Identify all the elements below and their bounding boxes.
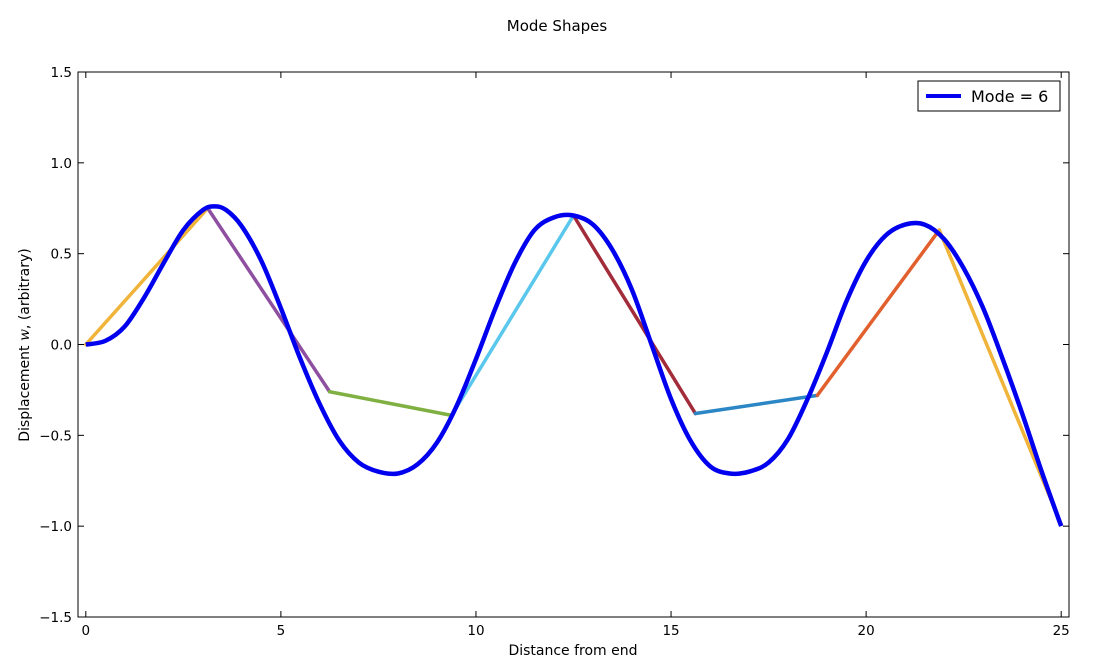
plot-area (78, 72, 1069, 617)
x-axis-label: Distance from end (508, 643, 637, 659)
segment-line-3 (327, 389, 454, 418)
y-tick-label: 1.0 (51, 156, 72, 172)
segment-line-1 (84, 206, 210, 347)
y-tick-label: 0.5 (51, 247, 72, 263)
legend: Mode = 6 (917, 80, 1061, 112)
series-line-mode-6 (85, 204, 1064, 527)
segment-line-7 (815, 228, 942, 398)
y-tick-label: 1.5 (51, 65, 72, 81)
y-axis-label-variable: w (17, 329, 33, 341)
x-tick-label: 5 (277, 623, 286, 639)
y-axis-label-main: Displacement (17, 341, 33, 442)
y-axis-label-tail: , (arbitrary) (17, 248, 33, 329)
segment-line-2 (205, 206, 332, 394)
y-axis: −1.5 −1.0 −0.5 0.0 0.5 1.0 1.5 (39, 65, 1069, 626)
segments-layer (84, 206, 1063, 527)
y-tick-label: 0.0 (51, 338, 72, 354)
chart-title: Mode Shapes (507, 17, 608, 35)
y-axis-label: Displacement w, (arbitrary) (17, 248, 33, 442)
x-tick-label: 20 (858, 623, 875, 639)
legend-label: Mode = 6 (971, 87, 1048, 106)
x-axis: 0 5 10 15 20 25 (82, 72, 1070, 639)
x-tick-label: 25 (1053, 623, 1070, 639)
series-layer (85, 204, 1064, 527)
x-tick-label: 15 (662, 623, 679, 639)
segment-line-6 (693, 393, 820, 416)
y-tick-label: −1.5 (39, 610, 72, 626)
x-tick-label: 10 (467, 623, 484, 639)
y-tick-label: −0.5 (39, 428, 72, 444)
segment-line-4 (449, 213, 576, 418)
y-tick-label: −1.0 (39, 519, 72, 535)
x-tick-label: 0 (82, 623, 91, 639)
segment-line-5 (571, 213, 698, 416)
